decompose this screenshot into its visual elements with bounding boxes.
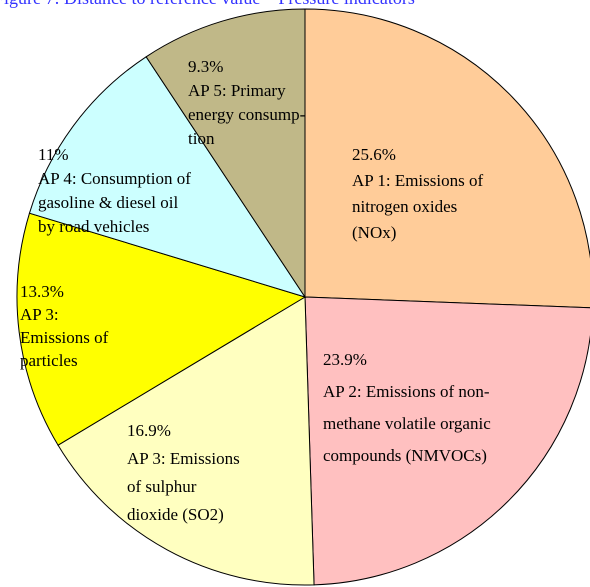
- pie-slice: [16, 212, 307, 446]
- slice-label: AP 4: Consumption of: [38, 169, 191, 188]
- slice-label: tion: [188, 129, 215, 148]
- pie-slice: [57, 296, 315, 586]
- slice-label: by road vehicles: [38, 217, 149, 236]
- value-label: 16.9%: [127, 421, 171, 440]
- value-label: 23.9%: [323, 350, 367, 369]
- slice-label: AP 1: Emissions of: [352, 171, 483, 190]
- pie-slice: [304, 296, 590, 586]
- value-label: 11%: [38, 145, 69, 164]
- slice-label: gasoline & diesel oil: [38, 193, 179, 212]
- slice-label: compounds (NMVOCs): [323, 446, 487, 465]
- pie-slice: [145, 8, 306, 299]
- slice-label: nitrogen oxides: [352, 197, 457, 216]
- slice-label: particles: [20, 351, 78, 370]
- slice-label: dioxide (SO2): [127, 505, 224, 524]
- slice-label: AP 5: Primary: [188, 81, 286, 100]
- pie-slice: [304, 8, 590, 309]
- slice-label: AP 3:: [20, 305, 59, 324]
- slice-label: of sulphur: [127, 477, 197, 496]
- slice-label: energy consump-: [188, 105, 306, 124]
- value-label: 9.3%: [188, 57, 223, 76]
- slice-label: methane volatile organic: [323, 414, 491, 433]
- slice-label: AP 3: Emissions: [127, 449, 240, 468]
- value-label: 25.6%: [352, 145, 396, 164]
- pie-slice: [28, 56, 307, 298]
- value-label: 13.3%: [20, 282, 64, 301]
- chart-title: Figure 7: Distance to reference value – …: [0, 0, 415, 8]
- slice-label: (NOx): [352, 223, 396, 242]
- slice-label: AP 2: Emissions of non-: [323, 382, 490, 401]
- slice-label: Emissions of: [20, 328, 109, 347]
